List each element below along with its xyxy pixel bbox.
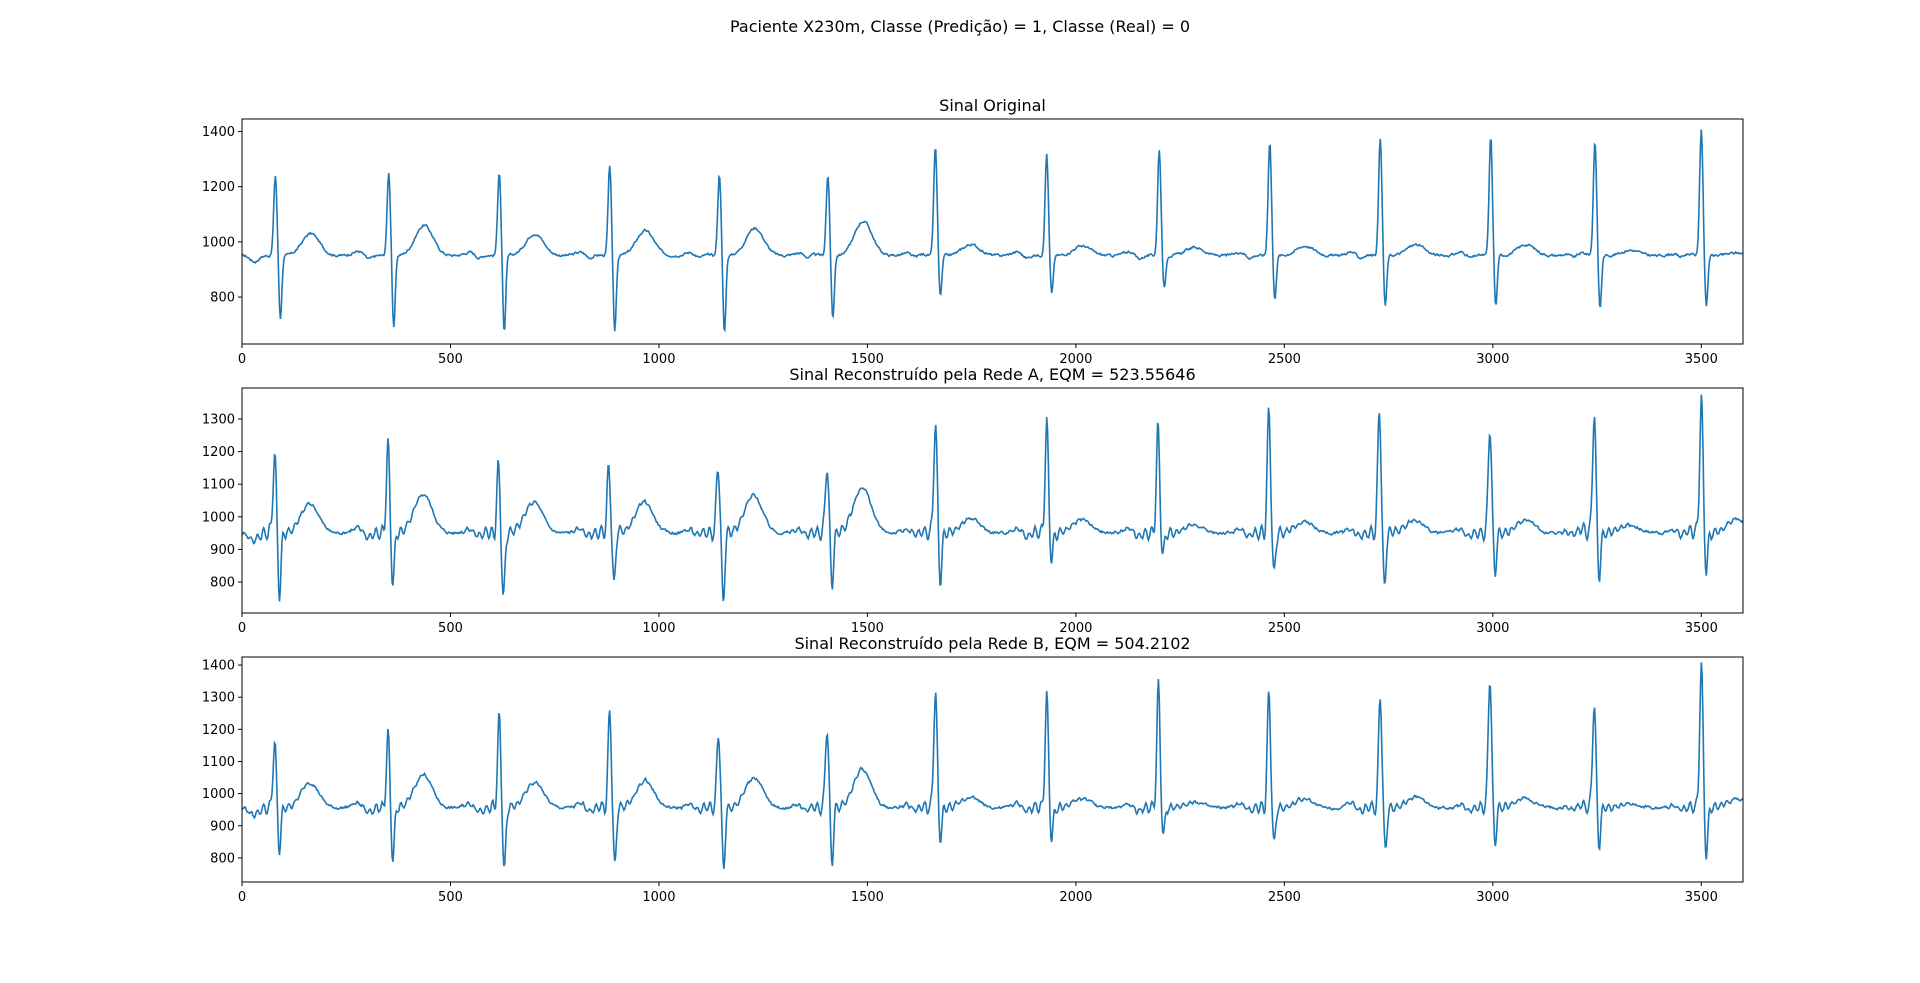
y-tick-label: 1000 (202, 235, 235, 250)
x-tick-label: 1500 (851, 890, 884, 905)
x-tick-label: 0 (238, 890, 246, 905)
x-tick-label: 500 (438, 890, 463, 905)
signal-line (242, 662, 1743, 869)
y-tick-label: 1000 (202, 510, 235, 525)
y-tick-label: 800 (210, 291, 235, 306)
figure-title: Paciente X230m, Classe (Predição) = 1, C… (729, 17, 1191, 36)
y-tick-label: 900 (210, 819, 235, 834)
x-tick-label: 2500 (1268, 621, 1301, 636)
axes-frame (241, 387, 1744, 614)
subplot-3: Sinal Reconstruído pela Rede B, EQM = 50… (202, 634, 1744, 905)
x-tick-label: 2000 (1059, 621, 1092, 636)
x-tick-label: 2500 (1268, 890, 1301, 905)
y-tick-label: 900 (210, 543, 235, 558)
y-tick-label: 1100 (202, 755, 235, 770)
x-tick-label: 2000 (1059, 352, 1092, 367)
y-tick-label: 800 (210, 576, 235, 591)
subplot-title: Sinal Original (939, 96, 1046, 115)
x-tick-label: 1500 (851, 621, 884, 636)
y-tick-label: 800 (210, 851, 235, 866)
x-tick-label: 1000 (642, 890, 675, 905)
y-tick-label: 1000 (202, 787, 235, 802)
x-tick-label: 3000 (1476, 890, 1509, 905)
y-tick-label: 1200 (202, 723, 235, 738)
subplot-title: Sinal Reconstruído pela Rede B, EQM = 50… (794, 634, 1190, 653)
x-tick-label: 2000 (1059, 890, 1092, 905)
y-tick-label: 1200 (202, 180, 235, 195)
signal-line (242, 129, 1743, 333)
x-tick-label: 1000 (642, 621, 675, 636)
y-tick-label: 1100 (202, 478, 235, 493)
x-tick-label: 3500 (1685, 621, 1718, 636)
x-tick-label: 2500 (1268, 352, 1301, 367)
axes-frame (241, 118, 1744, 345)
x-tick-label: 3000 (1476, 621, 1509, 636)
subplot-2: Sinal Reconstruído pela Rede A, EQM = 52… (202, 365, 1744, 636)
y-tick-label: 1400 (202, 125, 235, 140)
y-tick-label: 1300 (202, 412, 235, 427)
y-tick-label: 1200 (202, 445, 235, 460)
y-tick-label: 1400 (202, 659, 235, 674)
y-tick-label: 1300 (202, 691, 235, 706)
subplot-1: Sinal Original 0 500 1000 1500 2000 2500 3000 35… (202, 96, 1744, 367)
signal-line (242, 394, 1743, 602)
subplot-title: Sinal Reconstruído pela Rede A, EQM = 52… (789, 365, 1195, 384)
x-tick-label: 500 (438, 621, 463, 636)
x-tick-label: 3500 (1685, 352, 1718, 367)
x-tick-label: 3000 (1476, 352, 1509, 367)
x-tick-label: 1000 (642, 352, 675, 367)
axes-frame (241, 656, 1744, 883)
x-tick-label: 500 (438, 352, 463, 367)
x-tick-label: 0 (238, 621, 246, 636)
x-tick-label: 1500 (851, 352, 884, 367)
x-tick-label: 0 (238, 352, 246, 367)
x-tick-label: 3500 (1685, 890, 1718, 905)
